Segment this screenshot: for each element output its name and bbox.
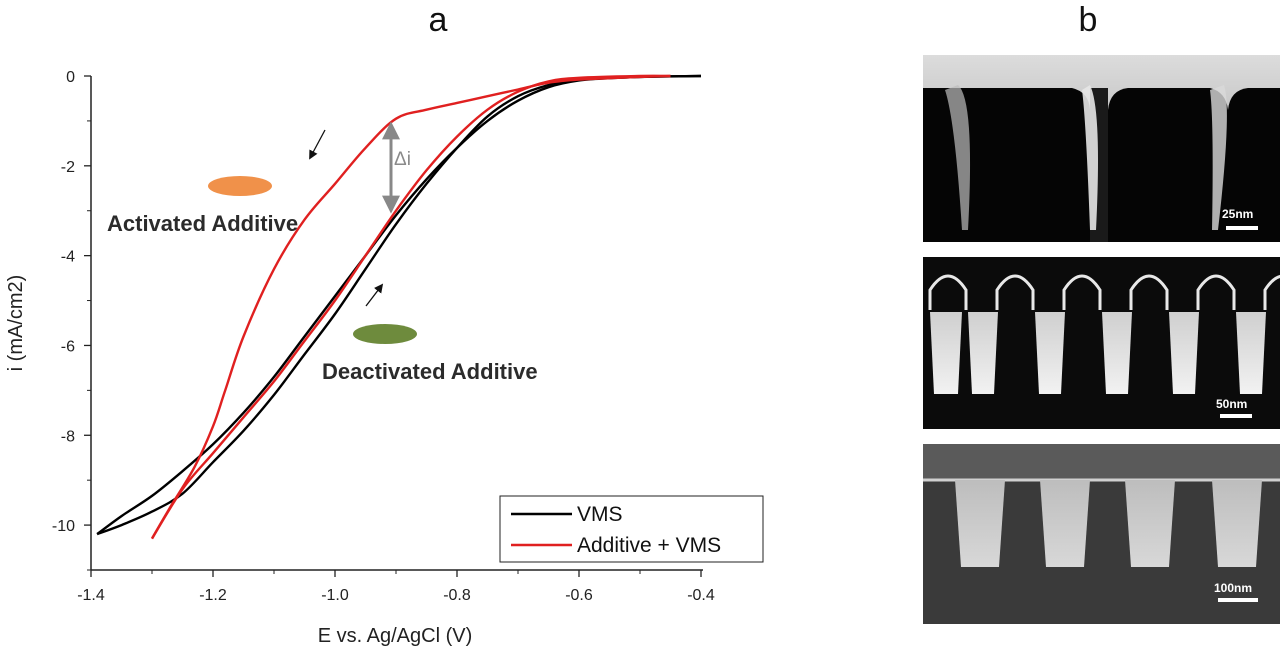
- legend-label-additive: Additive + VMS: [577, 534, 721, 557]
- panel-label-b: b: [1079, 1, 1098, 39]
- sem-middle-scale-label: 50nm: [1216, 397, 1247, 411]
- sweep-arrow-down: [309, 129, 326, 160]
- sem-top-bright-1: [945, 85, 971, 230]
- sem-fill-trench: [1102, 312, 1132, 394]
- sem-top-trench-1: [923, 88, 1090, 242]
- vms-sweep-reverse: [96, 74, 702, 536]
- ticks: [84, 75, 702, 577]
- sem-image-top: 25nm: [923, 55, 1280, 242]
- sweep-arrow-up: [365, 283, 384, 307]
- sem-fill-trench: [1236, 312, 1266, 394]
- y-tick-label: 0: [66, 69, 75, 86]
- y-tick-label: -6: [61, 338, 75, 355]
- vms-sweep-forward: [96, 74, 702, 536]
- sem-fill-trench: [1035, 312, 1065, 394]
- sem-top-trench-2: [1108, 88, 1228, 242]
- x-tick-label: -1.0: [321, 587, 349, 604]
- sem-bottom-scale-bar: [1218, 598, 1258, 602]
- sem-fin-arch: [1196, 274, 1236, 310]
- series-group: [96, 74, 702, 540]
- delta-i-label: Δi: [394, 149, 411, 170]
- sem-fill-trench: [930, 312, 962, 394]
- y-tick-label: -10: [52, 518, 75, 535]
- axes: [90, 76, 703, 571]
- sem-fin-arch: [995, 274, 1035, 310]
- sem-fill-trench: [968, 312, 998, 394]
- sem-bottom-trenches: [955, 480, 1262, 567]
- y-tick-label: -2: [61, 159, 75, 176]
- x-tick-label: -0.8: [443, 587, 471, 604]
- deactivated-label: Deactivated Additive: [322, 359, 538, 384]
- sem-bottom-trench: [1125, 480, 1175, 567]
- legend: VMS Additive + VMS: [499, 495, 764, 563]
- sem-top-trench-3: [1228, 88, 1280, 242]
- additive-vms-sweep-reverse: [150, 74, 671, 540]
- activated-marker: [208, 176, 272, 196]
- legend-box: [499, 495, 764, 563]
- tick-labels: -1.4 -1.2 -1.0 -0.8 -0.6 -0.4 0 -2 -4 -6 -8 -10: [52, 69, 715, 604]
- legend-label-vms: VMS: [577, 503, 623, 526]
- sem-bottom-scale-label: 100nm: [1214, 581, 1252, 595]
- sem-fin-arch: [928, 274, 968, 310]
- sem-top-bright-3: [1210, 85, 1227, 230]
- x-axis-title: E vs. Ag/AgCl (V): [318, 625, 473, 647]
- sem-image-middle: 50nm: [923, 257, 1280, 429]
- sem-bottom-trench: [955, 480, 1005, 567]
- sem-middle-fins: [928, 274, 1280, 394]
- sem-image-bottom: 100nm: [923, 444, 1280, 624]
- sem-middle-scale-bar: [1220, 414, 1252, 418]
- sem-top-bright-2: [1082, 85, 1098, 230]
- y-axis-title: i (mA/cm2): [5, 275, 27, 372]
- sem-bottom-trench: [1040, 480, 1090, 567]
- sem-fill-trench: [1169, 312, 1199, 394]
- sem-bottom-trench: [1212, 480, 1262, 567]
- additive-vms-sweep-forward: [150, 74, 671, 540]
- deactivated-marker: [353, 324, 417, 344]
- y-tick-label: -8: [61, 428, 75, 445]
- sem-top-scale-label: 25nm: [1222, 207, 1253, 221]
- y-tick-label: -4: [61, 249, 75, 266]
- x-tick-label: -0.6: [565, 587, 593, 604]
- activated-label: Activated Additive: [107, 211, 298, 236]
- panel-label-a: a: [429, 1, 448, 39]
- x-tick-label: -1.2: [199, 587, 227, 604]
- x-tick-label: -0.4: [687, 587, 715, 604]
- sem-fin-arch: [1129, 274, 1169, 310]
- sem-top-scale-bar: [1226, 226, 1258, 230]
- sem-fin-arch: [1062, 274, 1102, 310]
- x-tick-label: -1.4: [77, 587, 105, 604]
- sem-fin-arch: [1263, 275, 1280, 310]
- sem-bottom-top-band: [923, 444, 1280, 480]
